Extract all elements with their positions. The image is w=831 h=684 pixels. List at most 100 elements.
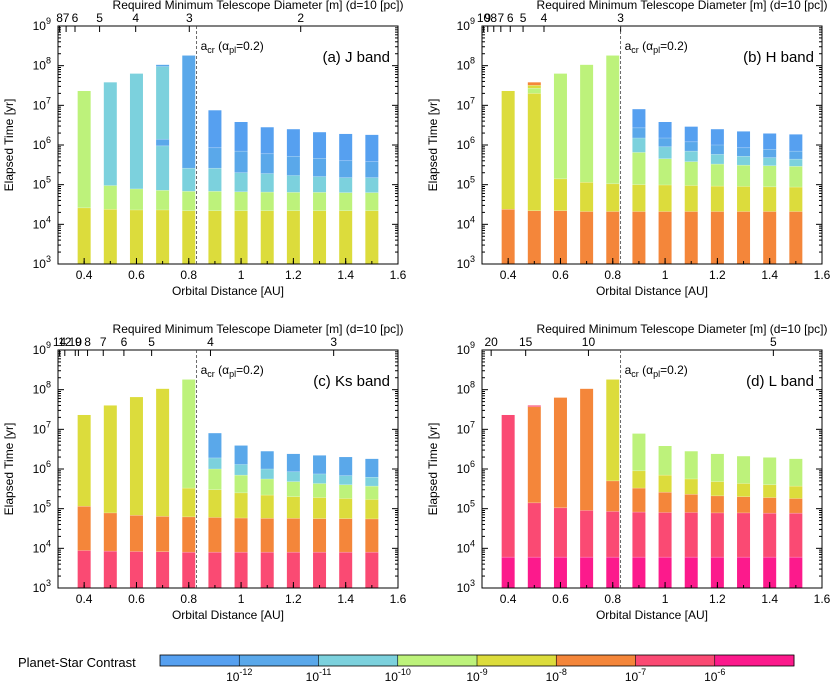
bar-segment [606, 379, 620, 481]
bar-0.7au [580, 388, 594, 588]
bar-segment [234, 191, 248, 211]
x-tick-label: 1.4 [761, 592, 778, 606]
bar-segment [156, 64, 170, 67]
bar-0.5au [103, 82, 117, 264]
top-tick-label: 5 [520, 11, 527, 25]
bar-0.5au [103, 405, 117, 588]
x-tick-label: 0.4 [76, 592, 93, 606]
bar-segment [286, 192, 300, 211]
bar-segment [77, 550, 91, 588]
bar-segment [606, 183, 620, 212]
y-tick-label: 106 [33, 459, 51, 476]
bar-segment [789, 159, 803, 167]
x-tick-label: 0.8 [180, 592, 197, 606]
bar-segment [339, 457, 353, 476]
x-tick-label: 0.4 [500, 592, 517, 606]
bar-segment [208, 457, 222, 469]
bar-0.9au [208, 110, 222, 264]
y-tick-label: 108 [457, 380, 475, 397]
x-tick-label: 0.4 [76, 268, 93, 282]
bar-segment [658, 512, 672, 558]
bar-1.4au [763, 133, 777, 264]
bar-segment [737, 131, 751, 148]
bar-segment [339, 177, 353, 193]
colorbar-tick-label: 10-6 [704, 667, 725, 684]
bar-segment [527, 88, 541, 94]
bar-segment [365, 477, 379, 487]
bar-segment [763, 149, 777, 158]
colorbar: 10-12 10-11 10-10 10-9 10-8 10-7 10-6 Planet-St… [18, 654, 795, 684]
colorbar-swatch [477, 655, 557, 666]
bar-segment [339, 133, 353, 161]
bar-segment [182, 191, 196, 211]
bar-segment [182, 210, 196, 264]
bar-1.3au [313, 132, 327, 264]
colorbar-tick-label: 10-11 [306, 667, 332, 684]
bar-segment [763, 157, 777, 166]
bar-0.4au [501, 90, 515, 264]
bar-segment [684, 478, 698, 495]
bar-segment [313, 483, 327, 498]
bar-segment [710, 164, 724, 187]
bar-segment [156, 66, 170, 140]
bar-segment [129, 515, 143, 552]
bar-segment [313, 132, 327, 159]
top-tick-label: 8 [490, 11, 497, 25]
bar-segment [527, 210, 541, 264]
bar-segment [737, 147, 751, 157]
bar-segment [208, 210, 222, 264]
bar-segment [260, 552, 274, 588]
bar-segment [580, 557, 594, 588]
top-tick-label: 9 [75, 335, 82, 349]
bar-segment [156, 139, 170, 146]
bar-segment [156, 551, 170, 588]
bar-0.6au [553, 397, 567, 588]
x-tick-label: 1.6 [390, 268, 407, 282]
bar-segment [684, 161, 698, 186]
bar-segment [737, 211, 751, 264]
colorbar-swatch [635, 655, 716, 666]
y-tick-label: 104 [33, 214, 51, 231]
bar-segment [339, 475, 353, 485]
bar-segment [684, 211, 698, 264]
y-tick-label: 107 [33, 419, 51, 436]
y-tick-label: 107 [457, 95, 475, 112]
bar-segment [710, 211, 724, 264]
bar-segment [103, 551, 117, 588]
bar-segment [763, 457, 777, 485]
bar-segment [632, 512, 646, 558]
top-tick-label: 5 [96, 11, 103, 25]
bar-segment [103, 405, 117, 513]
bar-segment [553, 73, 567, 179]
bar-1.4au [339, 133, 353, 264]
top-tick-label: 6 [121, 335, 128, 349]
bar-segment [763, 211, 777, 264]
bar-segment [313, 518, 327, 553]
bar-1.1au [684, 451, 698, 588]
bar-segment [789, 134, 803, 152]
top-tick-label: 6 [507, 11, 514, 25]
acr-label: acr (αpl=0.2) [201, 363, 264, 379]
bar-segment [710, 186, 724, 212]
bar-segment [632, 211, 646, 264]
bar-segment [527, 405, 541, 407]
bar-segment [260, 518, 274, 553]
bar-1.5au [789, 134, 803, 264]
bar-segment [129, 551, 143, 588]
bar-segment [286, 210, 300, 264]
bar-segment [658, 185, 672, 212]
bar-1.2au [710, 453, 724, 588]
top-tick-label: 12 [58, 335, 72, 349]
y-axis-title: Elapsed Time [yr] [2, 423, 16, 516]
y-axis-title: Elapsed Time [yr] [426, 423, 440, 516]
bar-1.0au [658, 446, 672, 588]
top-tick-label: 10 [582, 335, 596, 349]
bar-segment [789, 486, 803, 499]
bar-segment [737, 557, 751, 588]
bar-1.2au [286, 129, 300, 264]
bar-segment [632, 127, 646, 139]
y-tick-label: 106 [33, 135, 51, 152]
bar-segment [365, 192, 379, 211]
